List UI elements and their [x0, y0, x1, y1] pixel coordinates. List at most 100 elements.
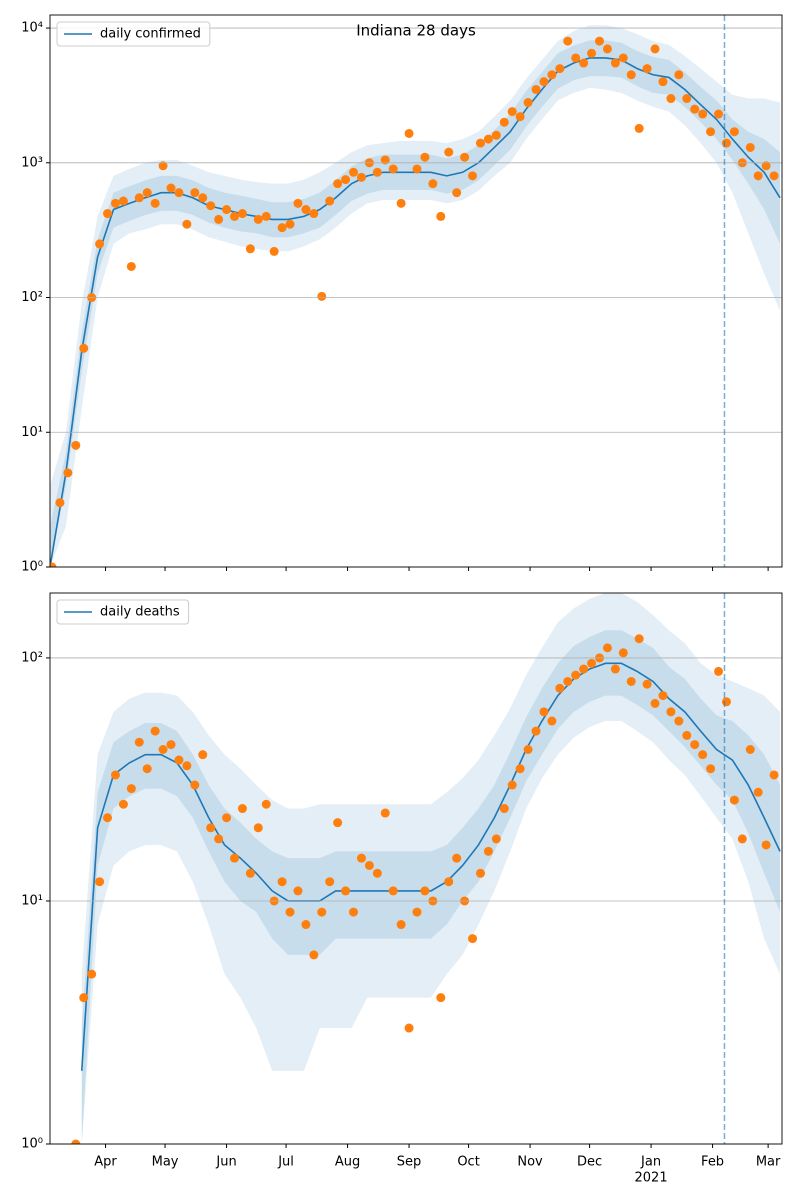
legend-box — [56, 21, 211, 47]
observed-point — [610, 664, 620, 674]
observed-point — [563, 676, 573, 686]
observed-point — [325, 877, 335, 887]
axes-frame — [49, 592, 783, 1145]
observed-point — [618, 53, 628, 63]
observed-point — [190, 188, 200, 198]
observed-point — [436, 993, 446, 1003]
legend: daily confirmed — [56, 21, 211, 47]
observed-point — [610, 58, 620, 68]
observed-point — [436, 211, 446, 221]
observed-point — [507, 107, 517, 117]
observed-point — [333, 179, 343, 189]
observed-point — [539, 77, 549, 87]
observed-point — [721, 697, 731, 707]
observed-point — [491, 834, 501, 844]
y-tick-label: 10⁰ — [21, 1137, 43, 1152]
y-tick-label: 10⁴ — [21, 21, 43, 36]
observed-point — [341, 175, 351, 185]
observed-point — [285, 907, 295, 917]
x-tick-label: Nov — [517, 1155, 543, 1170]
observed-point — [222, 813, 232, 823]
observed-point — [753, 787, 763, 797]
y-tick-label: 10⁰ — [21, 560, 43, 575]
x-year-label: 2021 — [635, 1171, 668, 1186]
observed-point — [333, 818, 343, 828]
observed-point — [571, 53, 581, 63]
observed-point — [523, 98, 533, 108]
observed-point — [301, 920, 311, 930]
observed-point — [190, 780, 200, 790]
observed-point — [126, 261, 136, 271]
observed-point — [126, 784, 136, 794]
observed-point — [364, 860, 374, 870]
observed-point — [118, 196, 128, 206]
observed-point — [182, 219, 192, 229]
x-tick-label: Oct — [457, 1155, 479, 1170]
observed-point — [452, 853, 462, 863]
uncertainty-band — [81, 630, 781, 1144]
observed-point — [499, 804, 509, 814]
observed-point — [460, 152, 470, 162]
observed-point — [118, 799, 128, 809]
observed-point — [285, 219, 295, 229]
observed-point — [555, 683, 565, 693]
observed-point — [55, 498, 65, 508]
chart-title: Indiana 28 days — [356, 22, 476, 40]
observed-point — [174, 755, 184, 765]
observed-point — [237, 804, 247, 814]
observed-point — [674, 70, 684, 80]
legend: daily deaths — [56, 599, 190, 625]
observed-point — [396, 198, 406, 208]
observed-point — [698, 109, 708, 119]
observed-point — [745, 142, 755, 152]
observed-point — [444, 877, 454, 887]
observed-point — [317, 907, 327, 917]
observed-point — [682, 730, 692, 740]
observed-point — [79, 993, 89, 1003]
observed-point — [468, 934, 478, 944]
observed-point — [142, 188, 152, 198]
observed-point — [674, 716, 684, 726]
observed-point — [404, 128, 414, 138]
observed-point — [468, 171, 478, 181]
observed-point — [95, 239, 105, 249]
observed-point — [475, 138, 485, 148]
observed-point — [214, 214, 224, 224]
observed-point — [642, 679, 652, 689]
observed-point — [309, 950, 319, 960]
observed-point — [650, 44, 660, 54]
observed-point — [626, 676, 636, 686]
observed-point — [206, 823, 216, 833]
observed-point — [253, 214, 263, 224]
observed-point — [372, 167, 382, 177]
observed-point — [761, 161, 771, 171]
x-tick-label: Dec — [577, 1155, 602, 1170]
observed-point — [404, 1023, 414, 1033]
observed-point — [103, 209, 113, 219]
axes-frame — [49, 14, 783, 568]
observed-point — [571, 670, 581, 680]
observed-point — [753, 171, 763, 181]
observed-point — [420, 886, 430, 896]
observed-point — [714, 109, 724, 119]
y-tick-label: 10¹ — [21, 425, 43, 440]
legend-label: daily deaths — [100, 605, 180, 620]
legend-box — [56, 599, 190, 625]
observed-point — [134, 737, 144, 747]
observed-point — [50, 562, 57, 567]
observed-point — [166, 183, 176, 193]
observed-point — [356, 172, 366, 182]
observed-point — [531, 84, 541, 94]
observed-point — [103, 813, 113, 823]
observed-point — [634, 634, 644, 644]
observed-point — [698, 750, 708, 760]
observed-point — [245, 244, 255, 254]
y-tick-label: 10³ — [21, 155, 43, 170]
observed-point — [412, 907, 422, 917]
plot-area — [71, 593, 781, 1144]
observed-point — [729, 127, 739, 137]
x-tick-label: Jun — [215, 1155, 236, 1170]
observed-point — [372, 868, 382, 878]
observed-point — [737, 834, 747, 844]
observed-point — [594, 36, 604, 46]
